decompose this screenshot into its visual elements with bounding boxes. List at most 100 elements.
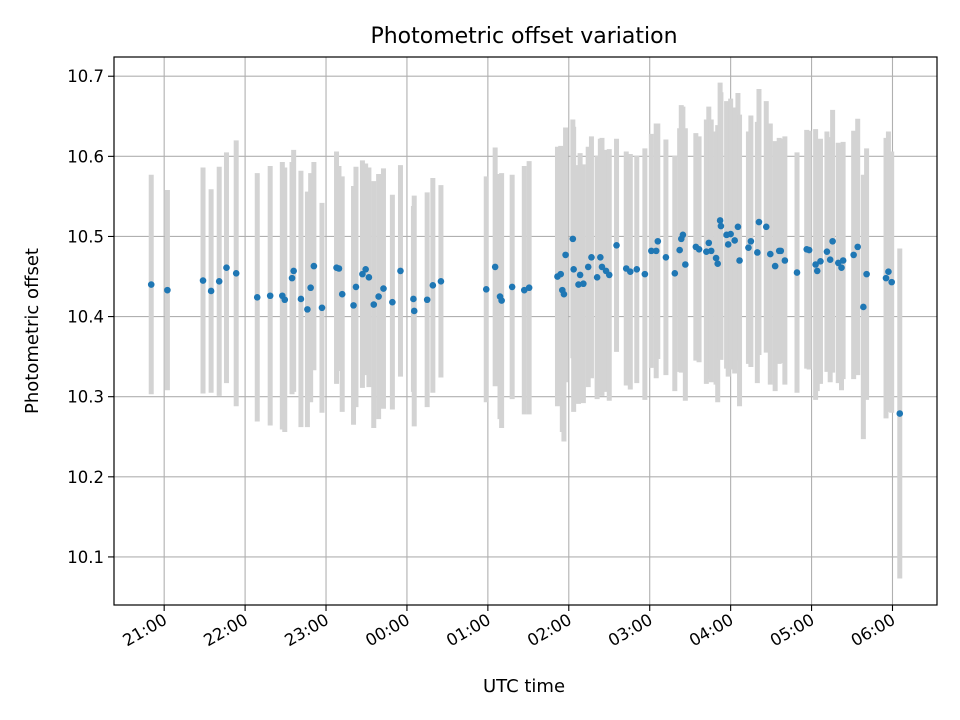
data-point xyxy=(850,251,857,259)
data-point xyxy=(626,268,634,276)
x-axis-ticks: 21:00 22:00 23:00 00:00 01:00 02:00 03:00 04:00… xyxy=(119,605,898,650)
data-point xyxy=(838,264,845,272)
y-tick-label: 10.1 xyxy=(67,548,104,567)
data-point xyxy=(410,295,417,303)
data-point xyxy=(731,237,738,244)
data-point xyxy=(389,298,396,306)
data-point xyxy=(423,296,431,304)
data-point xyxy=(712,254,720,262)
data-point xyxy=(703,248,710,255)
data-point xyxy=(562,251,569,259)
data-point xyxy=(575,281,582,288)
data-point xyxy=(695,245,703,253)
data-point xyxy=(885,268,892,276)
data-point xyxy=(584,263,592,271)
data-point xyxy=(380,285,387,292)
data-point xyxy=(266,292,274,300)
data-point xyxy=(613,241,620,249)
data-point xyxy=(199,277,207,284)
x-tick-label: 23:00 xyxy=(281,610,332,650)
data-point xyxy=(724,241,732,248)
data-point xyxy=(164,286,171,294)
error-bars xyxy=(148,82,903,579)
data-point xyxy=(437,278,445,285)
data-point xyxy=(290,267,297,275)
data-point xyxy=(288,274,296,282)
data-point xyxy=(215,278,223,285)
data-point xyxy=(682,261,689,268)
x-tick-label: 02:00 xyxy=(524,610,575,650)
data-point xyxy=(297,295,305,303)
data-point xyxy=(335,265,343,272)
data-point xyxy=(747,237,755,245)
data-point xyxy=(717,222,725,230)
data-point xyxy=(498,297,505,304)
data-point xyxy=(654,237,662,245)
data-point xyxy=(679,231,687,239)
plot-frame xyxy=(113,56,938,606)
data-point xyxy=(232,270,240,277)
data-point xyxy=(745,244,752,251)
data-point xyxy=(338,290,346,298)
data-point xyxy=(598,263,606,271)
data-point xyxy=(812,261,819,268)
y-tick-label: 10.2 xyxy=(67,468,104,487)
data-points xyxy=(147,217,904,417)
data-point xyxy=(491,263,499,271)
data-point xyxy=(375,293,382,300)
data-point xyxy=(350,302,357,309)
data-point xyxy=(207,287,215,295)
data-point xyxy=(716,217,724,224)
x-axis-label: UTC time xyxy=(483,676,565,697)
data-point xyxy=(223,264,230,272)
data-point xyxy=(652,247,660,255)
data-point xyxy=(410,307,418,315)
data-point xyxy=(318,304,326,312)
data-point xyxy=(580,280,587,288)
x-tick-label: 01:00 xyxy=(443,610,494,650)
data-point xyxy=(569,235,577,243)
data-point xyxy=(781,257,789,264)
x-tick-label: 22:00 xyxy=(200,610,251,650)
y-tick-label: 10.7 xyxy=(67,67,104,86)
x-tick-label: 00:00 xyxy=(362,610,413,650)
data-point xyxy=(352,283,360,291)
data-point xyxy=(588,253,595,261)
data-point xyxy=(714,260,721,268)
data-point xyxy=(597,253,604,261)
data-point xyxy=(281,296,289,304)
x-tick-label: 21:00 xyxy=(119,610,170,650)
data-point xyxy=(727,230,734,238)
x-tick-label: 03:00 xyxy=(605,610,656,650)
y-tick-label: 10.3 xyxy=(67,388,104,407)
data-point xyxy=(736,257,743,264)
data-point xyxy=(671,270,679,277)
data-point xyxy=(839,257,847,264)
data-point xyxy=(576,271,584,279)
data-point xyxy=(557,270,565,278)
data-point xyxy=(482,286,490,293)
data-point xyxy=(817,257,824,265)
data-point xyxy=(304,306,311,313)
data-point xyxy=(771,262,779,270)
y-tick-label: 10.6 xyxy=(67,147,104,166)
data-point xyxy=(633,266,641,273)
data-point xyxy=(888,278,895,286)
data-point xyxy=(397,267,404,275)
data-point xyxy=(593,274,601,281)
data-point xyxy=(805,246,813,254)
x-tick-label: 06:00 xyxy=(848,610,899,650)
data-point xyxy=(676,246,683,254)
data-point xyxy=(826,256,834,263)
data-point xyxy=(508,283,516,291)
data-point xyxy=(863,270,870,278)
data-point xyxy=(525,284,533,292)
data-point xyxy=(793,269,801,276)
data-point xyxy=(813,267,821,275)
data-point xyxy=(362,266,369,273)
data-point xyxy=(641,270,649,278)
y-axis-ticks: 10.1 10.2 10.3 10.4 10.5 10.6 10.7 xyxy=(67,67,114,567)
data-point xyxy=(662,253,670,261)
data-point xyxy=(253,294,261,301)
